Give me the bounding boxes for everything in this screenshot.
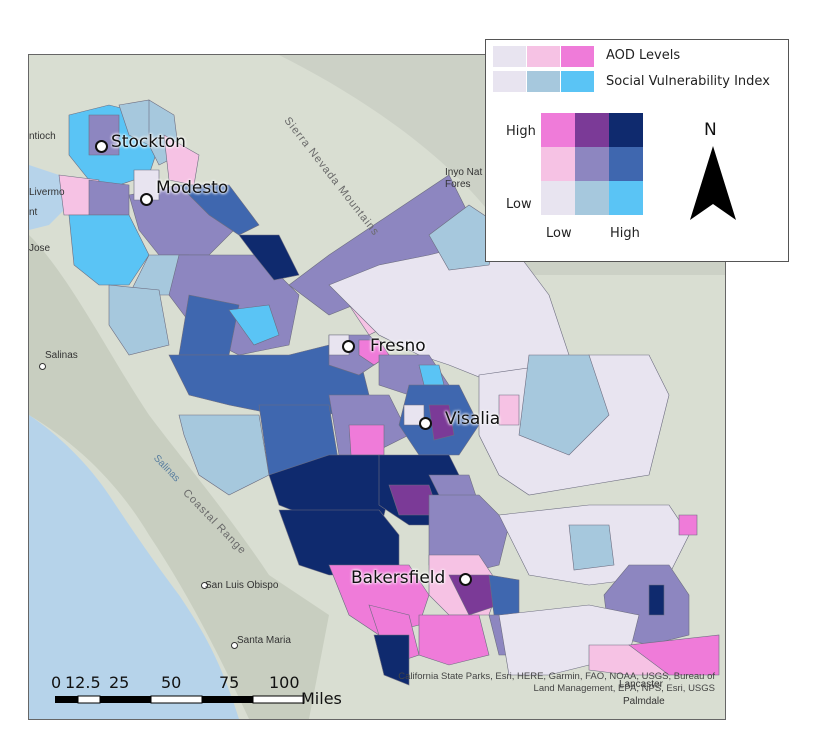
bivariate-cell-r1c0 bbox=[541, 147, 575, 181]
city-label-bakersfield: Bakersfield bbox=[351, 568, 446, 588]
legend-panel: AOD Levels Social Vulnerability Index Hi… bbox=[485, 39, 789, 262]
scale-bar-graphic bbox=[55, 695, 305, 704]
north-arrow-label: N bbox=[704, 120, 717, 140]
city-marker-modesto[interactable] bbox=[140, 193, 153, 206]
legend-axis-high-x: High bbox=[610, 226, 640, 241]
north-arrow: N bbox=[688, 120, 738, 225]
basemap-svg bbox=[29, 55, 725, 719]
legend-axis-high-y: High bbox=[506, 124, 536, 139]
place-label-nt: nt bbox=[29, 207, 38, 218]
place-label-salinas: Salinas bbox=[45, 350, 78, 361]
bivariate-cell-r2c1 bbox=[575, 181, 609, 215]
scale-tick-25: 25 bbox=[109, 673, 130, 692]
bivariate-cell-r2c0 bbox=[541, 181, 575, 215]
city-marker-stockton[interactable] bbox=[95, 140, 108, 153]
place-label-san-luis-obispo: San Luis Obispo bbox=[205, 580, 279, 591]
scale-tick-50: 50 bbox=[161, 673, 182, 692]
place-dot-salinas bbox=[39, 363, 46, 370]
place-label-inyo-nat: Inyo Nat bbox=[445, 167, 483, 178]
bivariate-cell-r0c0 bbox=[541, 113, 575, 147]
city-label-modesto: Modesto bbox=[156, 178, 229, 198]
city-label-stockton: Stockton bbox=[111, 132, 186, 152]
scale-bar: 0 12.5 25 50 75 100 Miles bbox=[51, 673, 371, 713]
attribution-text: California State Parks, Esri, HERE, Garm… bbox=[398, 671, 715, 694]
place-label-santa-maria: Santa Maria bbox=[237, 635, 291, 646]
city-marker-bakersfield[interactable] bbox=[459, 573, 472, 586]
scale-tick-12-5: 12.5 bbox=[65, 673, 101, 692]
choropleth-regions bbox=[58, 99, 720, 686]
legend-axis-low-y: Low bbox=[506, 197, 532, 212]
place-label-palmdale: Palmdale bbox=[623, 696, 665, 707]
bivariate-cell-r2c2 bbox=[609, 181, 643, 215]
place-label-lancaster: Lancaster bbox=[619, 679, 663, 690]
place-dot-slo bbox=[201, 582, 208, 589]
place-label-fores: Fores bbox=[445, 179, 471, 190]
legend-axis-low-x: Low bbox=[546, 226, 572, 241]
place-label-livermo: Livermo bbox=[29, 187, 65, 198]
city-label-fresno: Fresno bbox=[370, 336, 426, 356]
aod-swatch-low bbox=[493, 46, 526, 67]
aod-swatch-high bbox=[561, 46, 594, 67]
bay bbox=[29, 165, 69, 230]
scale-tick-100: 100 bbox=[269, 673, 300, 692]
bivariate-cell-r0c2 bbox=[609, 113, 643, 147]
bivariate-cell-r1c2 bbox=[609, 147, 643, 181]
ocean bbox=[29, 415, 239, 719]
place-label-jose: Jose bbox=[29, 243, 51, 254]
svi-label: Social Vulnerability Index bbox=[606, 74, 770, 89]
aod-swatch-mid bbox=[527, 46, 560, 67]
city-marker-fresno[interactable] bbox=[342, 340, 355, 353]
place-dot-santa-maria bbox=[231, 642, 238, 649]
north-arrow-icon bbox=[690, 146, 736, 220]
city-marker-visalia[interactable] bbox=[419, 417, 432, 430]
scale-tick-0: 0 bbox=[51, 673, 62, 692]
place-label-ntioch: ntioch bbox=[29, 131, 56, 142]
bivariate-cell-r1c1 bbox=[575, 147, 609, 181]
scale-tick-75: 75 bbox=[219, 673, 240, 692]
scale-unit: Miles bbox=[301, 689, 342, 708]
svi-swatch-high bbox=[561, 71, 594, 92]
svi-swatch-low bbox=[493, 71, 526, 92]
aod-levels-label: AOD Levels bbox=[606, 48, 681, 63]
bivariate-cell-r0c1 bbox=[575, 113, 609, 147]
city-label-visalia: Visalia bbox=[445, 409, 501, 429]
svi-swatch-mid bbox=[527, 71, 560, 92]
